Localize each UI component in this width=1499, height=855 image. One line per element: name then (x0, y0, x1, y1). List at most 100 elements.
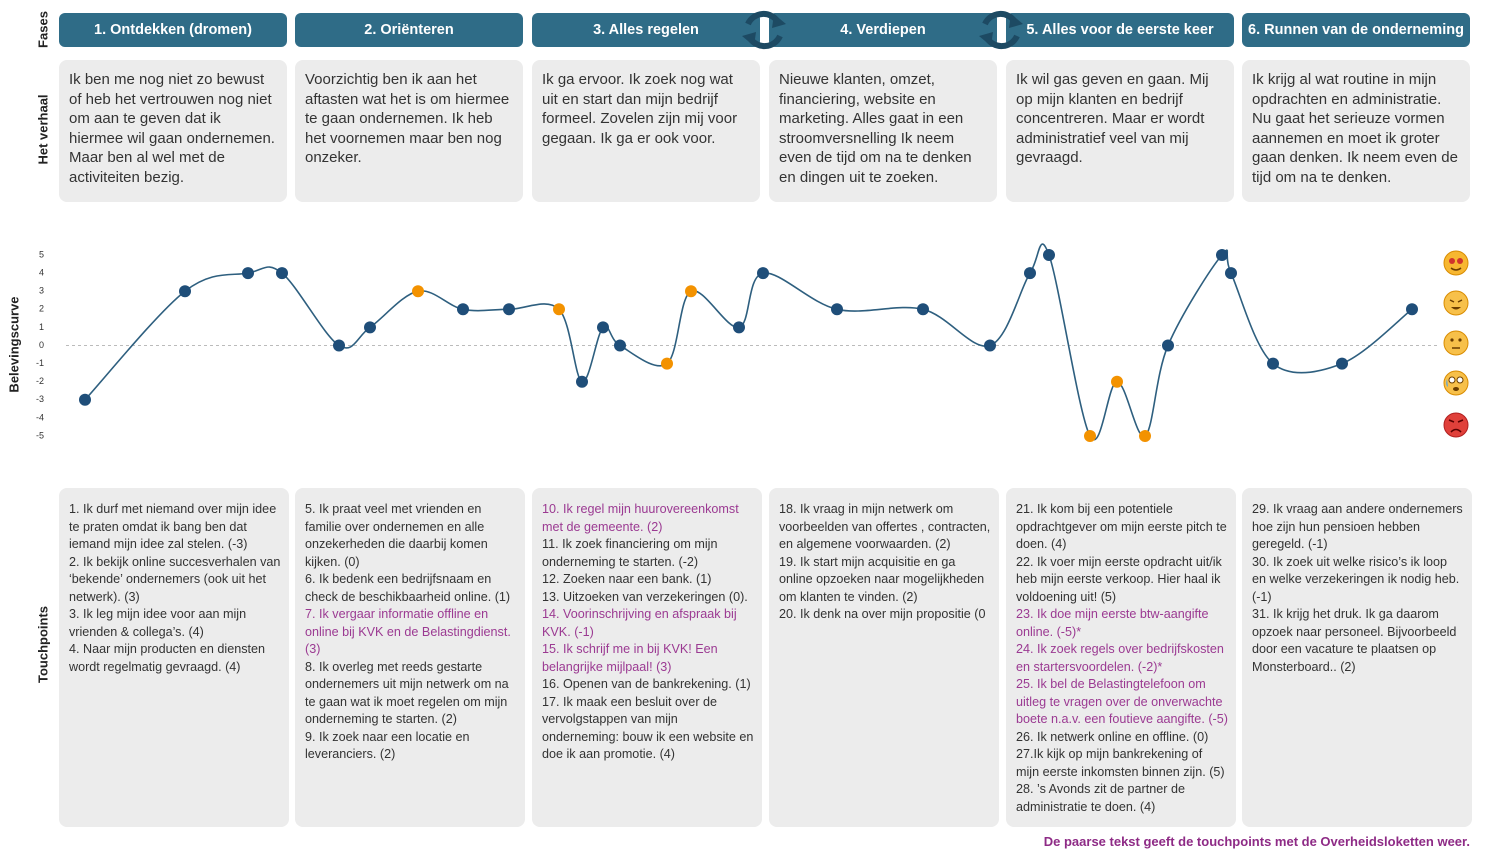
touchpoint: 23. Ik doe mijn eerste btw-aangifte onli… (1016, 607, 1209, 639)
touchpoint-box: 5. Ik praat veel met vrienden en familie… (295, 488, 525, 827)
touchpoint-box: 18. Ik vraag in mijn netwerk om voorbeel… (769, 488, 999, 827)
touchpoint: 5. Ik praat veel met vrienden en familie… (305, 502, 488, 569)
touchpoint: 29. Ik vraag aan andere ondernemers hoe … (1252, 502, 1463, 551)
legend-note: De paarse tekst geeft de touchpoints met… (1043, 834, 1470, 849)
y-tick-label: 0 (39, 340, 44, 350)
experience-curve: 5 4 3 2 1 0 -1 -2 -3 -4 -5 (36, 243, 1469, 442)
touchpoint: 19. Ik start mijn acquisitie en ga onlin… (779, 554, 985, 604)
touchpoint: 1. Ik durf met niemand over mijn idee te… (69, 502, 277, 551)
row-label: Het verhaal (35, 94, 51, 165)
touchpoint: 13. Uitzoeken van verzekeringen (0). (542, 589, 748, 604)
curve-point (1216, 249, 1228, 261)
touchpoint: 6. Ik bedenk een bedrijfsnaam en check d… (305, 572, 511, 604)
faces (1443, 250, 1469, 438)
face-icon (1443, 370, 1469, 396)
touchpoint: 31. Ik krijg het druk. Ik ga daarom opzo… (1252, 607, 1457, 674)
story-box: Ik ben me nog niet zo bewust of heb het … (59, 60, 287, 202)
y-tick-label: -1 (36, 358, 44, 368)
curve-point (412, 285, 424, 298)
curve-point (984, 339, 996, 352)
curve-point (1043, 249, 1055, 261)
touchpoint: 24. Ik zoek regels over bedrijfskosten e… (1016, 642, 1224, 674)
curve-point (1162, 339, 1174, 352)
touchpoint: 28. ’s Avonds zit de partner de administ… (1016, 782, 1185, 814)
curve-point (597, 321, 609, 334)
touchpoint: 25. Ik bel de Belastingtelefoon om uitle… (1016, 677, 1228, 726)
curve-point (242, 267, 254, 280)
story-box: Ik ga ervoor. Ik zoek nog wat uit en sta… (532, 60, 760, 202)
y-tick-label: -2 (36, 376, 44, 386)
touchpoint-box: 21. Ik kom bij een potentiele opdrachtge… (1006, 488, 1236, 827)
curve-point (553, 303, 565, 316)
curve-point (276, 267, 288, 280)
y-tick-label: -3 (36, 394, 44, 404)
touchpoint: 30. Ik zoek uit welke risico’s ik loop e… (1252, 554, 1460, 604)
touchpoint: 9. Ik zoek naar een locatie en leveranci… (305, 729, 470, 762)
curve-point (179, 285, 191, 298)
y-tick-label: 5 (39, 249, 44, 259)
curve-point (333, 339, 345, 352)
story-box: Ik wil gas geven en gaan. Mij op mijn kl… (1006, 60, 1234, 202)
touchpoint: 20. Ik denk na over mijn propositie (0 (779, 607, 986, 621)
curve-point (576, 375, 588, 388)
face-icon (1443, 290, 1469, 316)
phase-header: 5. Alles voor de eerste keer (1006, 13, 1234, 47)
touchpoint: 15. Ik schrijf me in bij KVK! Een belang… (542, 642, 718, 674)
curve-point (1336, 357, 1348, 370)
touchpoint: 14. Voorinschrijving en afspraak bij KVK… (542, 607, 737, 639)
touchpoint: 21. Ik kom bij een potentiele opdrachtge… (1016, 502, 1227, 551)
phase-header: 2. Oriënteren (295, 13, 523, 47)
curve-point (457, 303, 469, 316)
curve-point (831, 303, 843, 316)
touchpoint: 10. Ik regel mijn huurovereenkomst met d… (542, 502, 739, 534)
curve-point (1267, 357, 1279, 370)
curve-point (733, 321, 745, 334)
y-tick-label: 4 (39, 267, 44, 277)
curve-point (1084, 430, 1096, 442)
face-icon (1443, 250, 1469, 276)
curve-point (685, 285, 697, 298)
face-icon (1443, 412, 1469, 438)
y-tick-label: 1 (39, 322, 44, 332)
touchpoint-box: 29. Ik vraag aan andere ondernemers hoe … (1242, 488, 1472, 827)
story-box: Ik krijg al wat routine in mijn opdracht… (1242, 60, 1470, 202)
story-box: Voorzichtig ben ik aan het aftasten wat … (295, 60, 523, 202)
curve-point (1406, 303, 1418, 316)
y-tick-label: -5 (36, 430, 44, 440)
phase-header: 4. Verdiepen (769, 13, 997, 47)
y-tick-label: 2 (39, 304, 44, 314)
touchpoint: 17. Ik maak een besluit over de vervolgs… (542, 694, 754, 762)
curve-point (661, 357, 673, 370)
touchpoint: 27.Ik kijk op mijn bankrekening of mijn … (1016, 747, 1225, 779)
curve-point (364, 321, 376, 334)
touchpoint: 7. Ik vergaar informatie offline en onli… (305, 607, 511, 656)
story-box: Nieuwe klanten, omzet, financiering, web… (769, 60, 997, 202)
touchpoint: 16. Openen van de bankrekening. (1) (542, 677, 751, 691)
touchpoint: 22. Ik voer mijn eerste opdracht uit/ik … (1016, 554, 1222, 604)
row-label: Touchpoints (35, 605, 51, 684)
touchpoint: 11. Ik zoek financiering om mijn onderne… (542, 537, 718, 569)
touchpoint: 8. Ik overleg met reeds gestarte onderne… (305, 659, 509, 727)
touchpoint: 3. Ik leg mijn idee voor aan mijn vriend… (69, 607, 247, 639)
curve-point (614, 339, 626, 352)
curve-point (757, 267, 769, 280)
phase-header: 6. Runnen van de onderneming (1242, 13, 1470, 47)
phase-header: 3. Alles regelen (532, 13, 760, 47)
y-tick-label: 3 (39, 286, 44, 296)
touchpoint: 26. Ik netwerk online en offline. (0) (1016, 729, 1209, 744)
touchpoint-box: 10. Ik regel mijn huurovereenkomst met d… (532, 488, 762, 827)
touchpoint: 18. Ik vraag in mijn netwerk om voorbeel… (779, 502, 991, 551)
curve-point (917, 303, 929, 316)
curve-point (503, 303, 515, 316)
touchpoint: 12. Zoeken naar een bank. (1) (542, 572, 712, 586)
touchpoint: 2. Ik bekijk online succesverhalen van ‘… (69, 554, 281, 604)
touchpoint: 4. Naar mijn producten en diensten wordt… (69, 642, 266, 674)
curve-point (1139, 430, 1151, 442)
curve-point (1225, 267, 1237, 280)
curve-point (79, 393, 91, 406)
curve-point (1111, 375, 1123, 388)
face-icon (1443, 330, 1469, 356)
phase-header: 1. Ontdekken (dromen) (59, 13, 287, 47)
curve-point (1024, 267, 1036, 280)
